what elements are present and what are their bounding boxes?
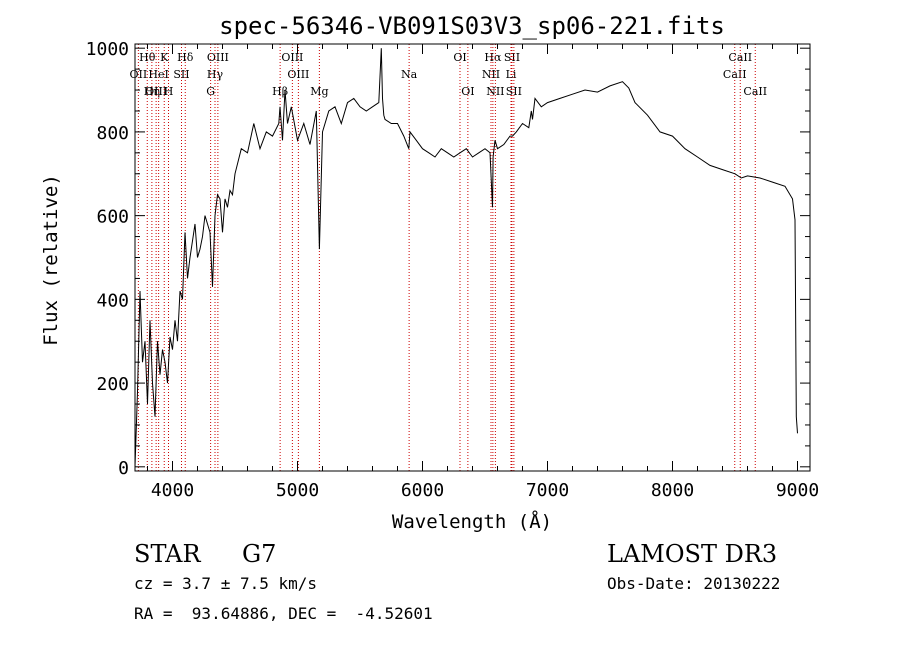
marker-label: Hα [484, 51, 502, 64]
marker-label: Hγ [207, 68, 224, 81]
marker-label: K [160, 51, 169, 64]
survey-name: LAMOST DR3 [607, 540, 778, 568]
subclass: G7 [242, 540, 277, 568]
marker-label: OIII [145, 85, 167, 98]
marker-label: CaII [723, 68, 747, 81]
axis-ticks-layer: 4000 5000 6000 7000 8000 9000 0 200 400 600 800 100… [86, 39, 820, 501]
marker-label: Hβ [272, 85, 288, 98]
y-tick-label: 800 [96, 123, 129, 144]
y-tick-label: 1000 [86, 39, 129, 60]
marker-label: OIII [281, 51, 303, 64]
marker-label: OI [453, 51, 466, 64]
marker-label: Mg [310, 85, 328, 98]
marker-label: SII [504, 51, 520, 64]
y-axis-label: Flux (relative) [40, 174, 62, 346]
marker-label: Hδ [177, 51, 194, 64]
marker-label: OI [461, 85, 474, 98]
obs-date: Obs-Date: 20130222 [607, 574, 781, 593]
y-tick-label: 200 [96, 374, 129, 395]
plot-frame [134, 43, 811, 472]
x-tick-label: 7000 [526, 480, 569, 501]
marker-label: HeI [148, 68, 168, 81]
y-tick-label: 0 [118, 458, 129, 479]
spectrum-line [134, 48, 798, 467]
marker-label: G [206, 85, 215, 98]
marker-label: Hη [144, 85, 160, 98]
y-tick-label: 600 [96, 207, 129, 228]
object-class: STAR [134, 540, 201, 568]
redshift-cz: cz = 3.7 ± 7.5 km/s [134, 574, 318, 593]
marker-label: SII [506, 85, 522, 98]
marker-label: OIII [207, 51, 229, 64]
marker-label: SII [173, 68, 189, 81]
x-tick-label: 4000 [151, 480, 194, 501]
x-axis-label: Wavelength (Å) [392, 510, 552, 533]
marker-label: CaII [743, 85, 767, 98]
marker-label: NII [486, 85, 504, 98]
marker-label: Hθ [139, 51, 156, 64]
x-tick-label: 6000 [401, 480, 444, 501]
coordinates: RA = 93.64886, DEC = -4.52601 [134, 604, 433, 623]
x-tick-label: 5000 [276, 480, 319, 501]
chart-title: spec-56346-VB091S03V3_sp06-221.fits [219, 12, 725, 40]
marker-label: OIII [287, 68, 309, 81]
x-tick-label: 9000 [776, 480, 819, 501]
marker-label: Li [506, 68, 517, 81]
marker-label: Na [401, 68, 418, 81]
marker-label: CaII [728, 51, 752, 64]
x-tick-label: 8000 [651, 480, 694, 501]
marker-label: NII [482, 68, 500, 81]
marker-label: H [164, 85, 174, 98]
y-tick-label: 400 [96, 290, 129, 311]
marker-label: OII [130, 68, 148, 81]
